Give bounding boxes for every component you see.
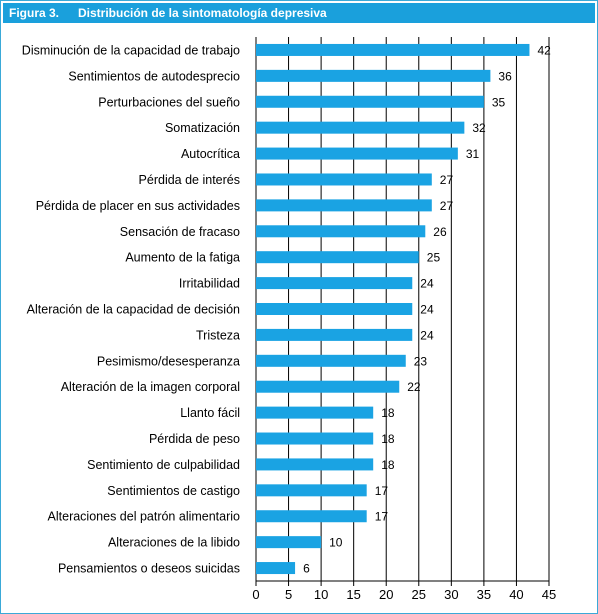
x-tick-label: 30: [444, 587, 458, 602]
data-label: 24: [420, 328, 434, 342]
category-label: Aumento de la fatiga: [125, 251, 240, 265]
bar: [256, 173, 432, 186]
data-label: 24: [420, 277, 434, 291]
data-label: 42: [537, 43, 551, 57]
bar: [256, 303, 413, 315]
x-tick-label: 10: [314, 587, 328, 602]
bar: [256, 354, 406, 367]
data-label: 23: [414, 354, 428, 368]
bar: [256, 251, 419, 264]
data-label: 32: [472, 121, 486, 135]
category-label: Sentimientos de castigo: [107, 484, 240, 498]
category-label: Tristeza: [196, 328, 240, 342]
category-label: Pérdida de placer en sus actividades: [36, 199, 240, 213]
category-label: Pérdida de peso: [149, 432, 240, 446]
bar: [256, 225, 426, 238]
data-label: 27: [440, 199, 454, 213]
bar: [256, 69, 491, 82]
category-label: Pesimismo/desesperanza: [97, 354, 240, 368]
bar: [256, 199, 432, 212]
bar: [256, 432, 374, 445]
category-label: Alteraciones del patrón alimentario: [48, 510, 241, 524]
data-label: 26: [433, 225, 447, 239]
data-label: 35: [492, 95, 506, 109]
bar: [256, 458, 374, 471]
x-tick-label: 5: [285, 587, 292, 602]
x-tick-label: 25: [412, 587, 426, 602]
bar: [256, 121, 465, 134]
bar: [256, 95, 484, 108]
category-label: Pérdida de interés: [139, 173, 240, 187]
x-tick-label: 35: [477, 587, 491, 602]
category-label: Sentimiento de culpabilidad: [87, 458, 240, 472]
category-label: Autocrítica: [181, 147, 240, 161]
category-label: Llanto fácil: [180, 406, 240, 420]
data-label: 25: [427, 251, 441, 265]
figure-header: Figura 3. Distribución de la sintomatolo…: [3, 3, 595, 23]
data-label: 6: [303, 562, 310, 576]
data-label: 18: [381, 432, 395, 446]
bar: [256, 277, 413, 290]
category-label: Pensamientos o deseos suicidas: [58, 562, 240, 576]
bar: [256, 43, 530, 56]
data-label: 24: [420, 303, 434, 317]
data-label: 18: [381, 406, 395, 420]
category-label: Alteraciones de la libido: [108, 536, 240, 550]
data-label: 17: [375, 484, 389, 498]
x-tick-label: 45: [542, 587, 556, 602]
bar: [256, 380, 400, 393]
data-label: 18: [381, 458, 395, 472]
category-label: Somatización: [165, 121, 240, 135]
data-label: 17: [375, 510, 389, 524]
x-tick-label: 15: [346, 587, 360, 602]
x-tick-label: 40: [509, 587, 523, 602]
category-label: Alteración de la capacidad de decisión: [27, 303, 240, 317]
figure-title: Distribución de la sintomatología depres…: [78, 6, 327, 20]
category-label: Sentimientos de autodesprecio: [68, 69, 240, 83]
bar: [256, 328, 413, 341]
bar: [256, 536, 322, 549]
x-tick-label: 0: [252, 587, 259, 602]
data-label: 10: [329, 536, 343, 550]
bar: [256, 147, 458, 160]
figure-label: Figura 3.: [9, 6, 60, 20]
category-label: Alteración de la imagen corporal: [61, 380, 240, 394]
data-label: 27: [440, 173, 454, 187]
data-label: 22: [407, 380, 421, 394]
data-label: 36: [498, 69, 512, 83]
category-label: Disminución de la capacidad de trabajo: [22, 43, 240, 57]
bar: [256, 510, 367, 523]
bar: [256, 406, 374, 419]
category-label: Sensación de fracaso: [120, 225, 240, 239]
data-label: 31: [466, 147, 480, 161]
x-tick-label: 20: [379, 587, 393, 602]
category-label: Perturbaciones del sueño: [98, 95, 240, 109]
category-label: Irritabilidad: [179, 277, 240, 291]
bar: [256, 484, 367, 497]
bar: [256, 562, 296, 575]
